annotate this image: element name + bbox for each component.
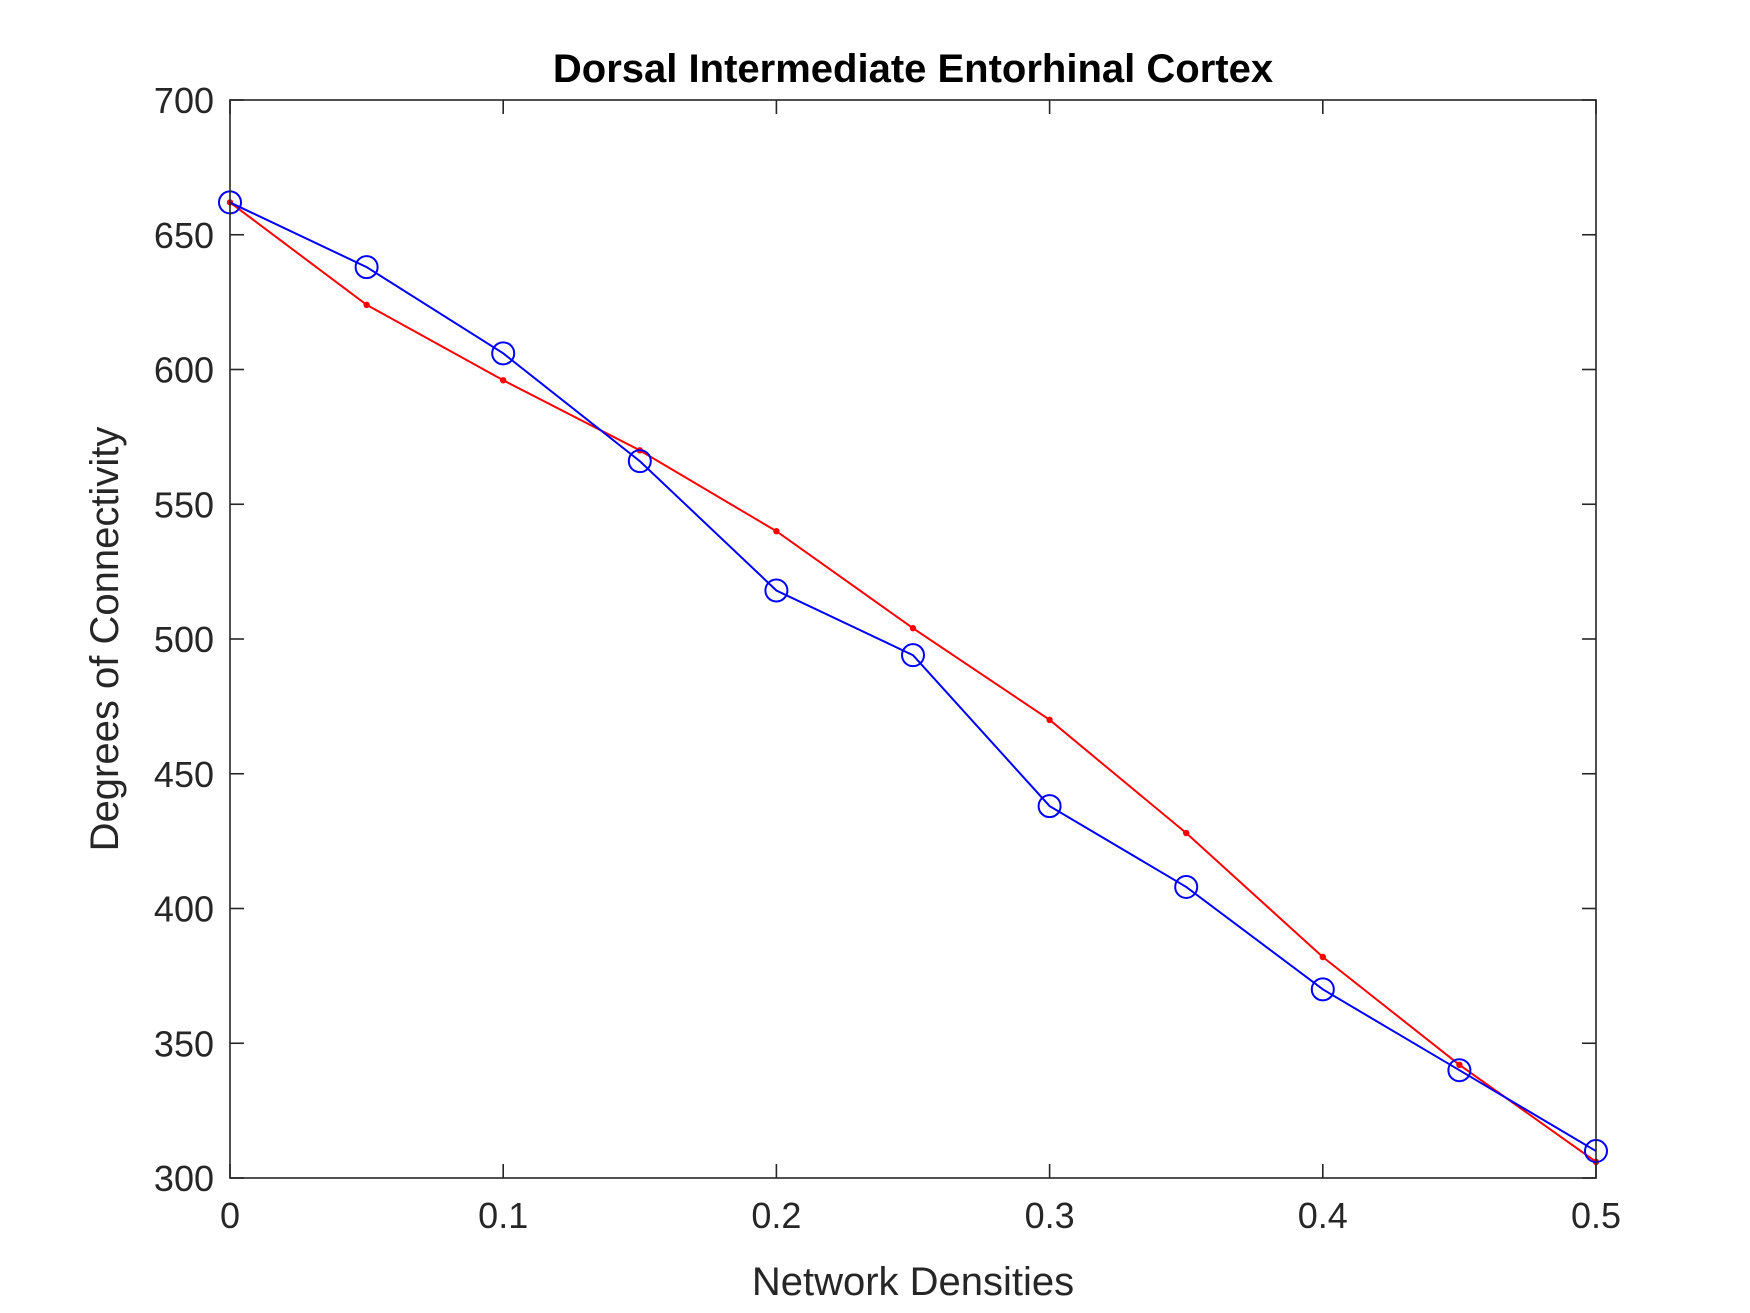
series-1-point [1046,716,1053,724]
series-line-2 [229,201,1597,1152]
y-tick-label: 500 [154,619,214,660]
series-2-point [354,255,379,280]
x-tick-label: 0 [220,1195,240,1236]
chart-title: Dorsal Intermediate Entorhinal Cortex [553,47,1273,91]
series-2-point [764,578,789,603]
series-1-point [363,301,370,309]
plot-frame [229,99,1597,1179]
y-tick-label: 550 [154,484,214,525]
y-tick-label: 700 [154,80,214,121]
series-2-point [1447,1058,1472,1083]
series-1-point [500,377,507,384]
series-2-point [1310,977,1335,1002]
x-tick-label: 0.4 [1298,1195,1348,1236]
series-1-point [1319,953,1327,961]
x-axis-ticks: 0 0.1 0.2 0.3 0.4 0.5 [220,100,1621,1236]
x-tick-label: 0.1 [478,1195,528,1236]
y-tick-label: 450 [154,754,214,795]
x-tick-label: 0.5 [1571,1195,1621,1236]
series-1-point [909,625,917,632]
y-tick-label: 350 [154,1023,214,1064]
x-axis-title: Network Densities [752,1260,1074,1304]
series-2-point [1174,874,1199,899]
y-axis-ticks: 300 350 400 450 500 550 600 650 700 [154,80,1596,1199]
series-2-point [1037,794,1062,819]
series-1-point [1456,1061,1463,1069]
x-tick-label: 0.3 [1025,1195,1075,1236]
plot-background [230,100,1596,1178]
y-tick-label: 650 [154,215,214,256]
y-tick-label: 400 [154,889,214,930]
series-1-point [773,528,780,535]
x-tick-label: 0.2 [751,1195,801,1236]
series-2-point [901,643,925,668]
y-tick-label: 300 [154,1158,214,1199]
series-2-point [491,341,516,366]
series-2-point [627,449,652,474]
series-1-point [1183,829,1190,837]
y-axis-title: Degrees of Connectivity [83,427,127,852]
y-tick-label: 600 [154,350,214,391]
